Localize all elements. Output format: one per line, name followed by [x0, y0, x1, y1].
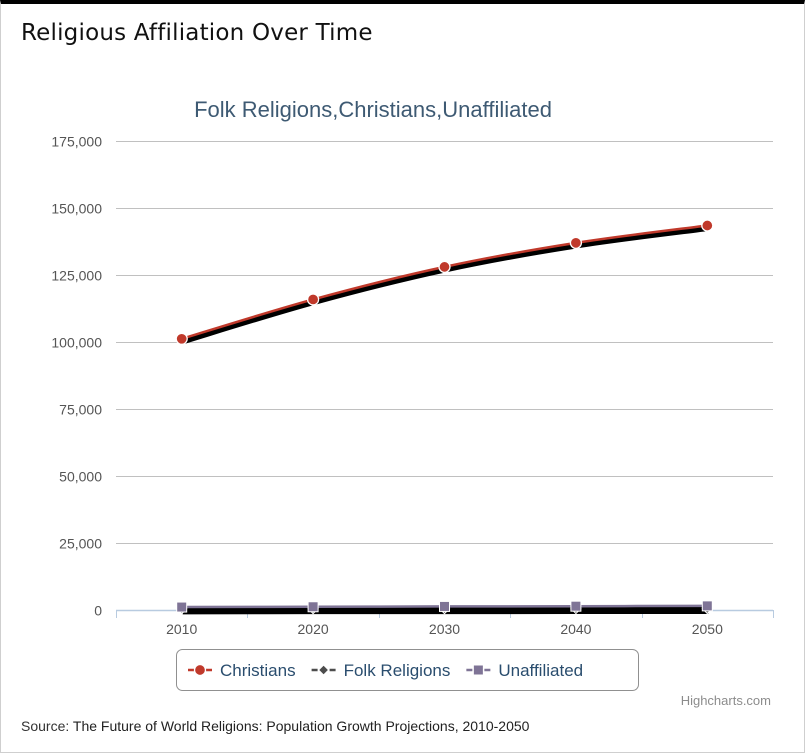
x-tick-label: 2020: [298, 621, 329, 637]
legend-item-folk-religions[interactable]: Folk Religions: [311, 661, 451, 680]
unaffiliated-point: [176, 601, 188, 613]
unaffiliated-point: [307, 601, 319, 613]
legend-symbol-marker: [472, 664, 484, 676]
source-note: Source: The Future of World Religions: P…: [21, 718, 529, 734]
unaffiliated-point: [439, 600, 450, 612]
legend-box: [176, 649, 639, 691]
x-tick-label: 2050: [692, 621, 723, 637]
y-tick-label: 100,000: [51, 335, 102, 351]
christians-point: [175, 332, 188, 345]
unaffiliated-point: [570, 600, 582, 612]
legend-symbol-marker: [193, 663, 207, 677]
legend-label: Unaffiliated: [498, 661, 583, 680]
christians-line-shadow: [181, 226, 709, 345]
y-tick-label: 25,000: [59, 536, 102, 552]
unaffiliated-point: [701, 600, 713, 612]
y-tick-label: 50,000: [59, 469, 102, 485]
legend-item-christians[interactable]: Christians: [188, 661, 296, 680]
legend-item-unaffiliated[interactable]: Unaffiliated: [466, 661, 583, 680]
x-tick-label: 2010: [166, 621, 197, 637]
christians-line: [181, 224, 708, 341]
y-tick-label: 175,000: [51, 134, 102, 150]
christians-point: [306, 293, 320, 306]
y-tick-label: 150,000: [51, 201, 102, 217]
legend-label: Folk Religions: [344, 661, 451, 680]
legend-symbol-marker: [317, 664, 330, 676]
chart-title: Folk Religions,Christians,Unaffiliated: [194, 97, 552, 122]
x-tick-label: 2030: [429, 621, 460, 637]
source-text: The Future of World Religions: Populatio…: [72, 718, 530, 734]
grid-lines: [116, 141, 773, 544]
credits-link[interactable]: Highcharts.com: [681, 693, 771, 708]
y-axis-ticks: 0 25,000 50,000 75,000 100,000 125,000 150,000…: [51, 134, 102, 619]
christians-point: [701, 219, 714, 232]
christians-point: [569, 236, 583, 250]
y-tick-label: 0: [94, 603, 102, 619]
x-tick-label: 2040: [560, 621, 591, 637]
christians-point: [438, 260, 451, 274]
page-heading: Religious Affiliation Over Time: [21, 20, 373, 46]
y-tick-label: 75,000: [59, 402, 102, 418]
series-lines: [181, 224, 709, 615]
series-markers: [175, 219, 714, 615]
legend-label: Christians: [220, 661, 296, 680]
source-label: Source:: [21, 718, 70, 734]
legend: Christians Folk Religions Unaffiliated: [176, 649, 639, 691]
y-tick-label: 125,000: [51, 268, 102, 284]
